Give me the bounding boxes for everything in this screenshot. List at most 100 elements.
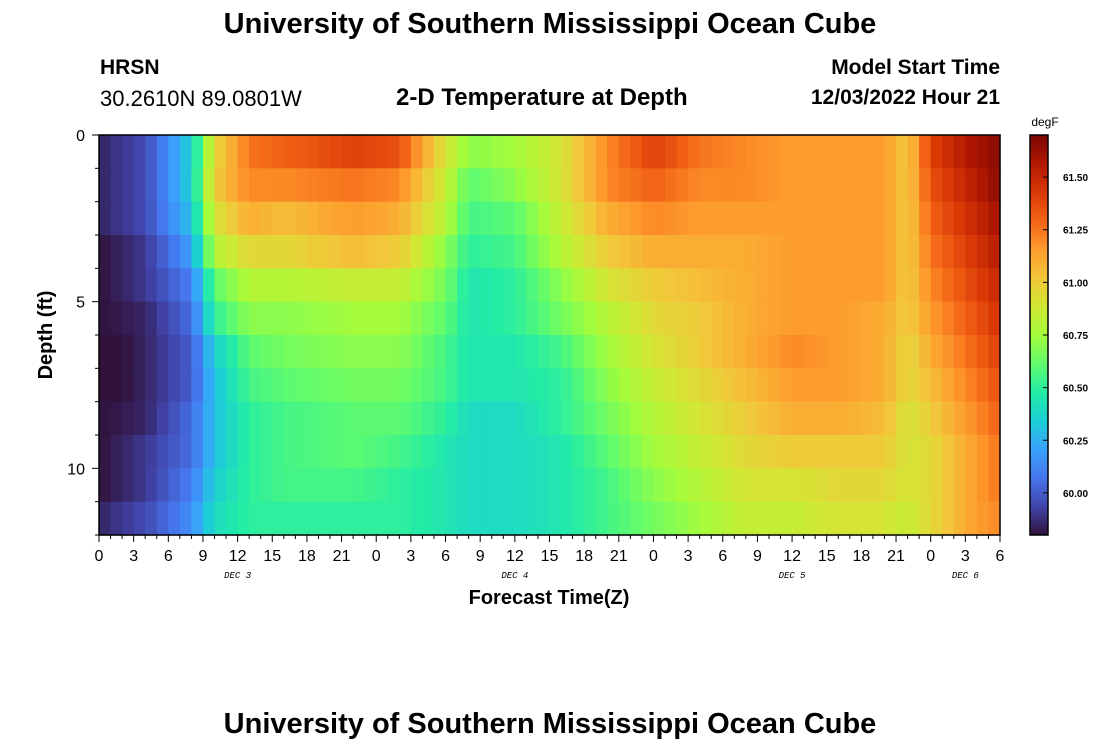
heat-cell	[457, 268, 470, 303]
heat-cell	[122, 468, 135, 503]
heat-cell	[480, 468, 493, 503]
heat-cell	[191, 168, 204, 203]
heat-cell	[410, 201, 424, 236]
heat-cell	[168, 268, 181, 303]
heat-cell	[330, 468, 343, 503]
heat-cell	[191, 501, 204, 536]
heat-cell	[896, 501, 909, 536]
heat-cell	[249, 268, 262, 303]
heat-cell	[202, 501, 216, 536]
heat-cell	[249, 335, 262, 369]
heat-cell	[953, 468, 966, 503]
heat-cell	[572, 401, 585, 436]
heat-cell	[919, 435, 932, 469]
heat-cell	[283, 501, 296, 536]
plot-title: 2-D Temperature at Depth	[396, 84, 688, 111]
heat-cell	[387, 168, 400, 203]
heat-cell	[768, 468, 782, 503]
heat-cell	[341, 468, 354, 503]
heat-cell	[260, 168, 273, 203]
heat-cell	[237, 501, 250, 536]
temperature-depth-heatmap: 0 3 6 9 12 15 18 21 0 3 6 9 12 15 18 21 0 3 6 9 12 15 18 21 0 3 6 D…	[35, 115, 1088, 609]
heat-cell	[641, 235, 655, 269]
heat-cell	[780, 501, 793, 536]
heat-cell	[711, 501, 724, 536]
heat-cell	[526, 168, 539, 203]
heat-cell	[734, 168, 747, 203]
heat-cell	[283, 135, 296, 169]
heat-cell	[584, 168, 597, 203]
x-tick-label: 9	[753, 548, 762, 565]
heat-cell	[156, 201, 169, 236]
heat-cell	[988, 135, 1001, 169]
heat-cell	[537, 335, 551, 369]
heat-cell	[838, 301, 851, 336]
heat-cell	[815, 268, 828, 303]
heat-cell	[433, 468, 447, 503]
heat-cell	[953, 335, 966, 369]
heat-cell	[295, 301, 308, 336]
heat-cell	[226, 301, 239, 336]
heat-cell	[572, 501, 585, 536]
heat-cell	[214, 168, 227, 203]
heat-cell	[549, 168, 562, 203]
heat-cell	[422, 168, 435, 203]
heat-cell	[930, 235, 943, 269]
heat-cell	[387, 235, 400, 269]
heat-cell	[156, 268, 169, 303]
heat-cell	[919, 468, 932, 503]
heat-cell	[699, 335, 712, 369]
heat-cell	[364, 335, 377, 369]
heat-cell	[295, 468, 308, 503]
heat-cell	[838, 335, 851, 369]
heat-cell	[364, 268, 377, 303]
heat-cell	[399, 401, 412, 436]
heat-cell	[179, 501, 193, 536]
heat-cell	[849, 168, 862, 203]
heat-cell	[711, 335, 724, 369]
heat-cell	[260, 235, 273, 269]
heat-cell	[133, 168, 146, 203]
heat-cell	[561, 501, 574, 536]
heat-cell	[919, 268, 932, 303]
x-tick-label: 12	[229, 548, 247, 565]
heat-cell	[722, 501, 735, 536]
heat-cell	[376, 468, 389, 503]
heat-cell	[942, 201, 955, 236]
heat-cell	[665, 135, 678, 169]
x-tick-label: 12	[783, 548, 801, 565]
heat-cell	[514, 201, 527, 236]
heat-cell	[272, 335, 285, 369]
heat-cell	[399, 135, 412, 169]
heat-cell	[976, 335, 990, 369]
heat-cell	[745, 468, 759, 503]
heat-cell	[676, 435, 689, 469]
heat-cell	[595, 268, 608, 303]
heat-cell	[457, 501, 470, 536]
heat-cell	[514, 335, 527, 369]
heat-cell	[734, 235, 747, 269]
heat-cell	[537, 268, 551, 303]
heat-cell	[168, 301, 181, 336]
heat-cell	[468, 301, 481, 336]
heat-cell	[745, 501, 759, 536]
heat-cell	[607, 268, 620, 303]
heat-cell	[780, 368, 793, 403]
heat-cell	[884, 468, 897, 503]
heat-cell	[422, 301, 435, 336]
heat-cell	[965, 368, 978, 403]
heat-cell	[676, 135, 689, 169]
heat-cell	[665, 301, 678, 336]
heat-cell	[376, 201, 389, 236]
x-tick-label: 6	[718, 548, 727, 565]
heat-cell	[630, 368, 643, 403]
heat-cell	[226, 235, 239, 269]
heat-cell	[202, 468, 216, 503]
heat-cell	[734, 268, 747, 303]
heat-cell	[353, 168, 366, 203]
heat-cell	[861, 335, 874, 369]
heat-cell	[745, 435, 759, 469]
heat-cell	[330, 401, 343, 436]
colorbar-unit: degF	[1031, 115, 1058, 129]
heat-cell	[168, 401, 181, 436]
